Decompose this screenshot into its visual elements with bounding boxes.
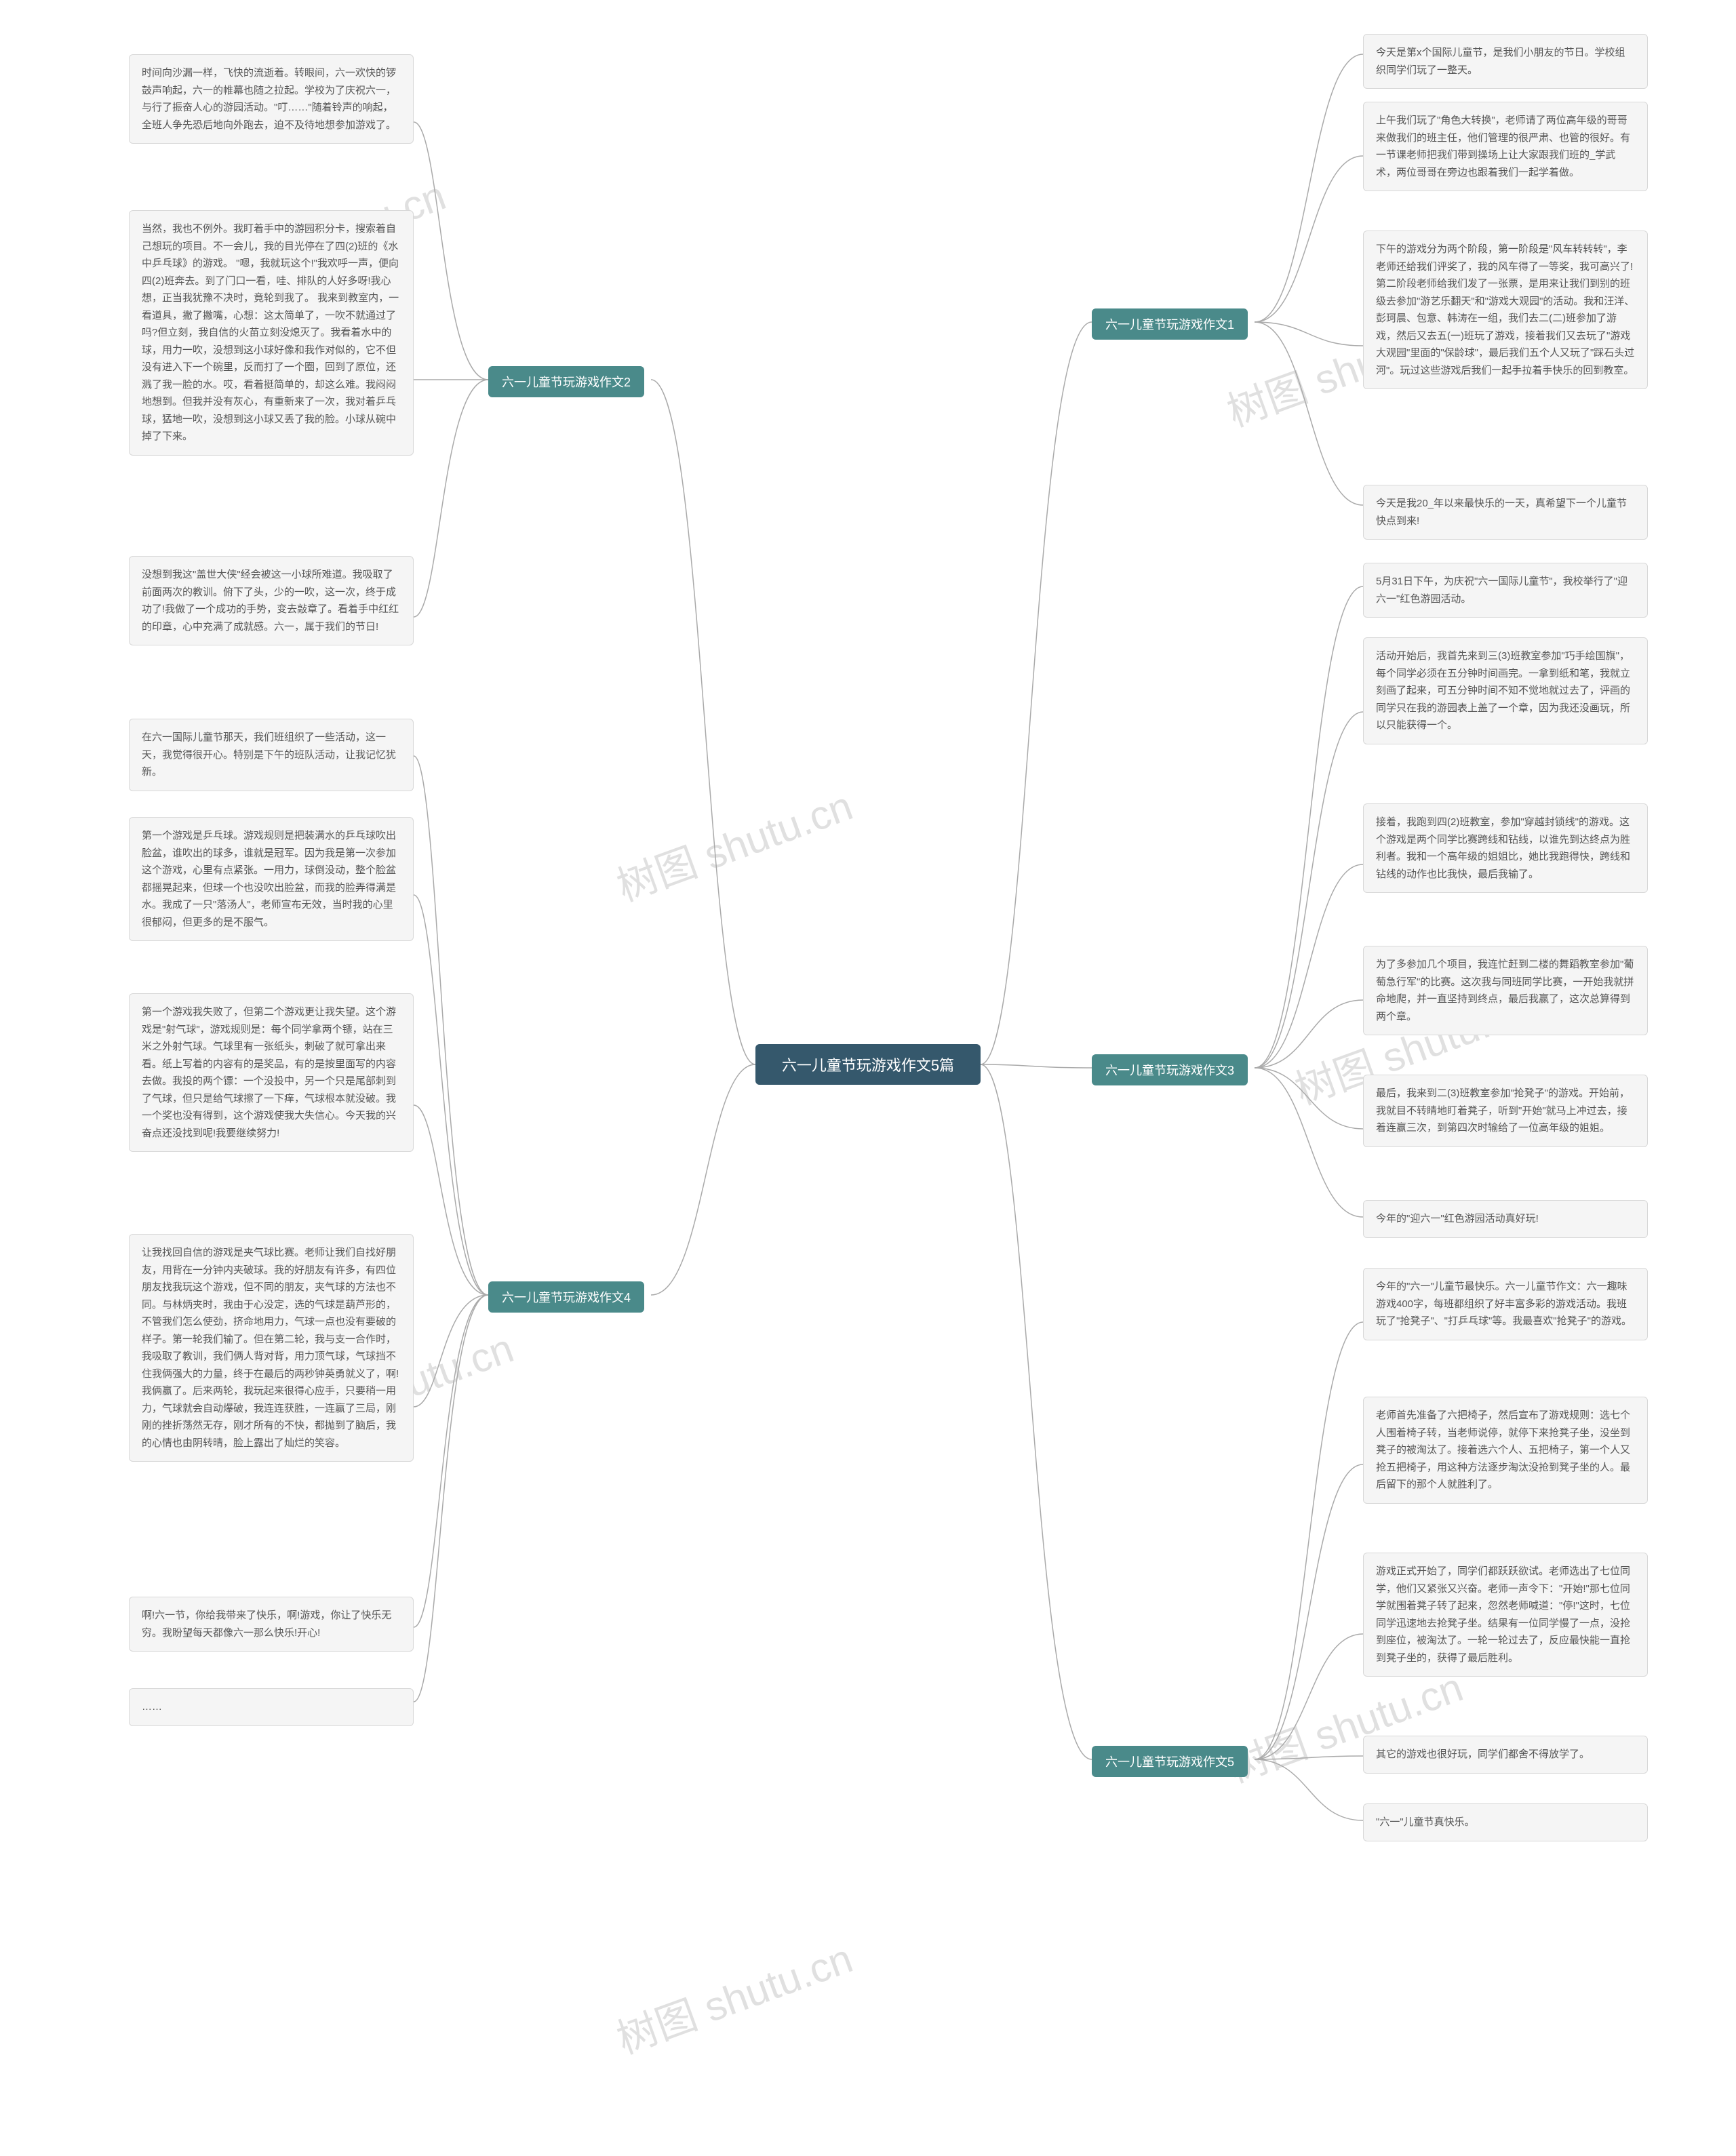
leaf-text: 活动开始后，我首先来到三(3)班教室参加"巧手绘国旗"，每个同学必须在五分钟时间… — [1376, 650, 1630, 731]
leaf-node[interactable]: 没想到我这"盖世大侠"经会被这一小球所难道。我吸取了前面两次的教训。俯下了头，少… — [129, 556, 414, 645]
leaf-node[interactable]: 最后，我来到二(3)班教室参加"抢凳子"的游戏。开始前，我就目不转睛地盯着凳子，… — [1363, 1075, 1648, 1147]
leaf-text: 上午我们玩了"角色大转换"，老师请了两位高年级的哥哥来做我们的班主任，他们管理的… — [1376, 115, 1630, 178]
leaf-text: …… — [142, 1701, 162, 1713]
leaf-node[interactable]: 其它的游戏也很好玩，同学们都舍不得放学了。 — [1363, 1736, 1648, 1774]
center-text: 六一儿童节玩游戏作文5篇 — [782, 1054, 954, 1075]
leaf-text: 让我找回自信的游戏是夹气球比赛。老师让我们自找好朋友，用背在一分钟内夹破球。我的… — [142, 1247, 399, 1449]
leaf-node[interactable]: 接着，我跑到四(2)班教室，参加"穿越封锁线"的游戏。这个游戏是两个同学比赛跨线… — [1363, 803, 1648, 893]
leaf-text: 今年的"迎六一"红色游园活动真好玩! — [1376, 1213, 1539, 1224]
leaf-text: 最后，我来到二(3)班教室参加"抢凳子"的游戏。开始前，我就目不转睛地盯着凳子，… — [1376, 1087, 1630, 1134]
leaf-node[interactable]: 让我找回自信的游戏是夹气球比赛。老师让我们自找好朋友，用背在一分钟内夹破球。我的… — [129, 1234, 414, 1462]
branch-label: 六一儿童节玩游戏作文1 — [1105, 318, 1234, 332]
branch-1[interactable]: 六一儿童节玩游戏作文1 — [1092, 308, 1248, 340]
leaf-text: 当然，我也不例外。我盯着手中的游园积分卡，搜索着自己想玩的项目。不一会儿，我的目… — [142, 223, 399, 442]
leaf-text: 接着，我跑到四(2)班教室，参加"穿越封锁线"的游戏。这个游戏是两个同学比赛跨线… — [1376, 816, 1630, 880]
leaf-node[interactable]: 当然，我也不例外。我盯着手中的游园积分卡，搜索着自己想玩的项目。不一会儿，我的目… — [129, 210, 414, 456]
leaf-text: 第一个游戏我失败了，但第二个游戏更让我失望。这个游戏是"射气球"，游戏规则是：每… — [142, 1006, 396, 1139]
leaf-text: 第一个游戏是乒乓球。游戏规则是把装满水的乒乓球吹出脸盆，谁吹出的球多，谁就是冠军… — [142, 830, 396, 928]
leaf-node[interactable]: 下午的游戏分为两个阶段，第一阶段是"风车转转转"，李老师还给我们评奖了，我的风车… — [1363, 231, 1648, 389]
leaf-text: 时间向沙漏一样，飞快的流逝着。转眼间，六一欢快的锣鼓声响起，六一的帷幕也随之拉起… — [142, 67, 396, 131]
leaf-text: 没想到我这"盖世大侠"经会被这一小球所难道。我吸取了前面两次的教训。俯下了头，少… — [142, 569, 399, 633]
branch-label: 六一儿童节玩游戏作文4 — [502, 1291, 631, 1304]
leaf-node[interactable]: 第一个游戏是乒乓球。游戏规则是把装满水的乒乓球吹出脸盆，谁吹出的球多，谁就是冠军… — [129, 817, 414, 941]
leaf-text: 为了多参加几个项目，我连忙赶到二楼的舞蹈教室参加"葡萄急行军"的比赛。这次我与同… — [1376, 959, 1634, 1022]
leaf-node[interactable]: 上午我们玩了"角色大转换"，老师请了两位高年级的哥哥来做我们的班主任，他们管理的… — [1363, 102, 1648, 191]
branch-2[interactable]: 六一儿童节玩游戏作文2 — [488, 366, 644, 397]
branch-3[interactable]: 六一儿童节玩游戏作文3 — [1092, 1054, 1248, 1085]
leaf-node[interactable]: 老师首先准备了六把椅子，然后宣布了游戏规则：选七个人围着椅子转，当老师说停，就停… — [1363, 1397, 1648, 1504]
branch-5[interactable]: 六一儿童节玩游戏作文5 — [1092, 1746, 1248, 1777]
leaf-text: 今年的"六一"儿童节最快乐。六一儿童节作文：六一趣味游戏400字，每班都组织了好… — [1376, 1281, 1632, 1327]
leaf-text: 在六一国际儿童节那天，我们班组织了一些活动，这一天，我觉得很开心。特别是下午的班… — [142, 732, 396, 778]
branch-label: 六一儿童节玩游戏作文5 — [1105, 1755, 1234, 1769]
mindmap-center[interactable]: 六一儿童节玩游戏作文5篇 — [755, 1044, 981, 1085]
leaf-text: 其它的游戏也很好玩，同学们都舍不得放学了。 — [1376, 1749, 1590, 1760]
leaf-node[interactable]: 今年的"迎六一"红色游园活动真好玩! — [1363, 1200, 1648, 1238]
leaf-text: 游戏正式开始了，同学们都跃跃欲试。老师选出了七位同学，他们又紧张又兴奋。老师一声… — [1376, 1565, 1630, 1664]
leaf-node[interactable]: 时间向沙漏一样，飞快的流逝着。转眼间，六一欢快的锣鼓声响起，六一的帷幕也随之拉起… — [129, 54, 414, 144]
leaf-node[interactable]: 在六一国际儿童节那天，我们班组织了一些活动，这一天，我觉得很开心。特别是下午的班… — [129, 719, 414, 791]
leaf-node[interactable]: 今天是第x个国际儿童节，是我们小朋友的节日。学校组织同学们玩了一整天。 — [1363, 34, 1648, 89]
leaf-node[interactable]: 活动开始后，我首先来到三(3)班教室参加"巧手绘国旗"，每个同学必须在五分钟时间… — [1363, 637, 1648, 744]
leaf-text: 今天是我20_年以来最快乐的一天，真希望下一个儿童节快点到来! — [1376, 498, 1627, 527]
leaf-text: "六一"儿童节真快乐。 — [1376, 1816, 1475, 1828]
watermark: 树图 shutu.cn — [608, 1925, 859, 2065]
leaf-node[interactable]: 为了多参加几个项目，我连忙赶到二楼的舞蹈教室参加"葡萄急行军"的比赛。这次我与同… — [1363, 946, 1648, 1035]
leaf-text: 啊!六一节，你给我带来了快乐，啊!游戏，你让了快乐无穷。我盼望每天都像六一那么快… — [142, 1610, 391, 1639]
leaf-node[interactable]: 啊!六一节，你给我带来了快乐，啊!游戏，你让了快乐无穷。我盼望每天都像六一那么快… — [129, 1597, 414, 1652]
leaf-node[interactable]: 游戏正式开始了，同学们都跃跃欲试。老师选出了七位同学，他们又紧张又兴奋。老师一声… — [1363, 1553, 1648, 1677]
branch-label: 六一儿童节玩游戏作文2 — [502, 376, 631, 389]
leaf-node[interactable]: 今年的"六一"儿童节最快乐。六一儿童节作文：六一趣味游戏400字，每班都组织了好… — [1363, 1268, 1648, 1340]
branch-label: 六一儿童节玩游戏作文3 — [1105, 1064, 1234, 1077]
leaf-node[interactable]: 5月31日下午，为庆祝"六一国际儿童节"，我校举行了"迎六一"红色游园活动。 — [1363, 563, 1648, 618]
watermark: 树图 shutu.cn — [608, 773, 859, 913]
leaf-node[interactable]: …… — [129, 1688, 414, 1726]
leaf-text: 下午的游戏分为两个阶段，第一阶段是"风车转转转"，李老师还给我们评奖了，我的风车… — [1376, 243, 1634, 376]
leaf-text: 今天是第x个国际儿童节，是我们小朋友的节日。学校组织同学们玩了一整天。 — [1376, 47, 1625, 76]
leaf-text: 老师首先准备了六把椅子，然后宣布了游戏规则：选七个人围着椅子转，当老师说停，就停… — [1376, 1410, 1630, 1490]
leaf-text: 5月31日下午，为庆祝"六一国际儿童节"，我校举行了"迎六一"红色游园活动。 — [1376, 576, 1628, 605]
leaf-node[interactable]: 今天是我20_年以来最快乐的一天，真希望下一个儿童节快点到来! — [1363, 485, 1648, 540]
branch-4[interactable]: 六一儿童节玩游戏作文4 — [488, 1281, 644, 1313]
leaf-node[interactable]: "六一"儿童节真快乐。 — [1363, 1803, 1648, 1841]
leaf-node[interactable]: 第一个游戏我失败了，但第二个游戏更让我失望。这个游戏是"射气球"，游戏规则是：每… — [129, 993, 414, 1152]
